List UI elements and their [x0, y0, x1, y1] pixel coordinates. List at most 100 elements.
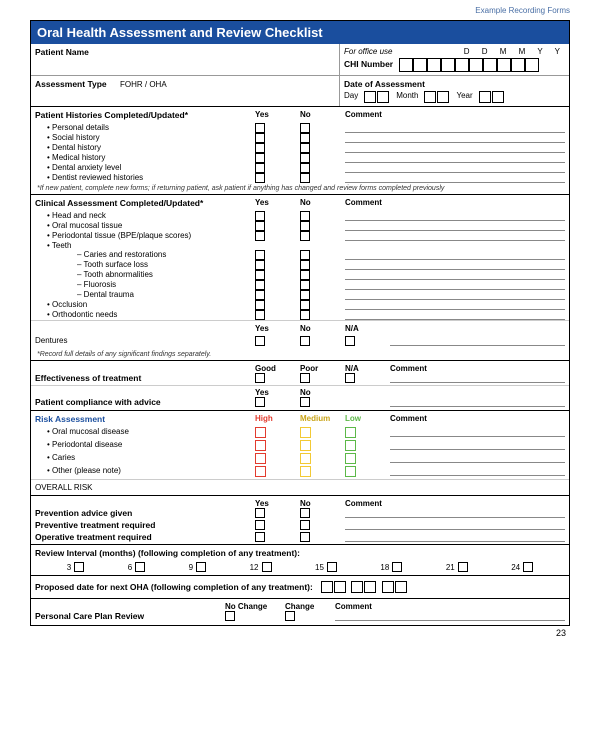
dentures-na-box[interactable]	[345, 336, 355, 346]
personal-nochange-box[interactable]	[225, 611, 235, 621]
clin-no-box[interactable]	[300, 211, 310, 221]
eff-comment[interactable]	[390, 373, 565, 383]
clin-comment[interactable]	[345, 290, 565, 300]
risk-med-box[interactable]	[300, 440, 311, 451]
hist-yes-box[interactable]	[255, 123, 265, 133]
risk-comment[interactable]	[390, 453, 565, 463]
proposed-boxes[interactable]	[321, 581, 408, 593]
hist-no-box[interactable]	[300, 133, 310, 143]
review-option[interactable]: 3	[67, 562, 84, 572]
risk-med-box[interactable]	[300, 466, 311, 477]
clin-comment[interactable]	[345, 270, 565, 280]
clin-comment[interactable]	[345, 211, 565, 221]
clin-yes-box[interactable]	[255, 280, 265, 290]
clin-comment[interactable]	[345, 221, 565, 231]
clin-no-box[interactable]	[300, 250, 310, 260]
hist-comment[interactable]	[345, 143, 565, 153]
prev-comment[interactable]	[345, 520, 565, 530]
clin-no-box[interactable]	[300, 231, 310, 241]
clin-yes-box[interactable]	[255, 290, 265, 300]
risk-high-box[interactable]	[255, 427, 266, 438]
dentures-no-box[interactable]	[300, 336, 310, 346]
clin-comment[interactable]	[345, 300, 565, 310]
clin-yes-box[interactable]	[255, 250, 265, 260]
risk-low-box[interactable]	[345, 440, 356, 451]
prev-yes-box[interactable]	[255, 508, 265, 518]
review-option[interactable]: 15	[315, 562, 337, 572]
clin-comment[interactable]	[345, 280, 565, 290]
clin-no-box[interactable]	[300, 280, 310, 290]
clin-yes-box[interactable]	[255, 211, 265, 221]
hist-no-box[interactable]	[300, 163, 310, 173]
hist-comment[interactable]	[345, 133, 565, 143]
personal-change-box[interactable]	[285, 611, 295, 621]
risk-comment[interactable]	[390, 440, 565, 450]
comp-no-box[interactable]	[300, 397, 310, 407]
clin-comment[interactable]	[345, 250, 565, 260]
risk-med-box[interactable]	[300, 427, 311, 438]
prev-yes-box[interactable]	[255, 532, 265, 542]
clin-yes-box[interactable]	[255, 231, 265, 241]
risk-comment[interactable]	[390, 466, 565, 476]
clin-yes-box[interactable]	[255, 260, 265, 270]
clin-yes-box[interactable]	[255, 221, 265, 231]
risk-high-box[interactable]	[255, 453, 266, 464]
chi-boxes[interactable]	[399, 60, 539, 69]
clin-no-box[interactable]	[300, 270, 310, 280]
prev-comment[interactable]	[345, 508, 565, 518]
review-option[interactable]: 24	[511, 562, 533, 572]
hist-yes-box[interactable]	[255, 143, 265, 153]
dentures-yes-box[interactable]	[255, 336, 265, 346]
clin-yes-box[interactable]	[255, 270, 265, 280]
risk-comment[interactable]	[390, 427, 565, 437]
hist-yes-box[interactable]	[255, 133, 265, 143]
prev-no-box[interactable]	[300, 520, 310, 530]
hist-no-box[interactable]	[300, 153, 310, 163]
clin-no-box[interactable]	[300, 221, 310, 231]
hist-comment[interactable]	[345, 173, 565, 183]
clin-no-box[interactable]	[300, 260, 310, 270]
clin-no-box[interactable]	[300, 290, 310, 300]
personal-comment[interactable]	[335, 611, 565, 621]
clin-comment[interactable]	[345, 260, 565, 270]
clin-comment[interactable]	[345, 310, 565, 320]
risk-high-box[interactable]	[255, 466, 266, 477]
hist-yes-box[interactable]	[255, 173, 265, 183]
hist-yes-box[interactable]	[255, 153, 265, 163]
eff-poor-box[interactable]	[300, 373, 310, 383]
hist-no-box[interactable]	[300, 123, 310, 133]
prev-no-box[interactable]	[300, 532, 310, 542]
hist-comment[interactable]	[345, 163, 565, 173]
year-boxes[interactable]	[479, 91, 505, 103]
risk-low-box[interactable]	[345, 427, 356, 438]
review-option[interactable]: 9	[189, 562, 206, 572]
hist-no-box[interactable]	[300, 143, 310, 153]
review-option[interactable]: 18	[380, 562, 402, 572]
prev-comment[interactable]	[345, 532, 565, 542]
risk-low-box[interactable]	[345, 453, 356, 464]
clin-yes-box[interactable]	[255, 310, 265, 320]
prev-no-box[interactable]	[300, 508, 310, 518]
hist-comment[interactable]	[345, 153, 565, 163]
review-option[interactable]: 12	[250, 562, 272, 572]
hist-yes-box[interactable]	[255, 163, 265, 173]
risk-med-box[interactable]	[300, 453, 311, 464]
comp-comment[interactable]	[390, 397, 565, 407]
review-option[interactable]: 6	[128, 562, 145, 572]
hist-no-box[interactable]	[300, 173, 310, 183]
review-option[interactable]: 21	[446, 562, 468, 572]
month-boxes[interactable]	[424, 91, 450, 103]
clin-yes-box[interactable]	[255, 300, 265, 310]
prev-yes-box[interactable]	[255, 520, 265, 530]
risk-low-box[interactable]	[345, 466, 356, 477]
clin-comment[interactable]	[345, 231, 565, 241]
eff-good-box[interactable]	[255, 373, 265, 383]
eff-na-box[interactable]	[345, 373, 355, 383]
clin-no-box[interactable]	[300, 300, 310, 310]
risk-high-box[interactable]	[255, 440, 266, 451]
comp-yes-box[interactable]	[255, 397, 265, 407]
dentures-comment-line[interactable]	[390, 336, 565, 346]
clin-no-box[interactable]	[300, 310, 310, 320]
hist-comment[interactable]	[345, 123, 565, 133]
day-boxes[interactable]	[364, 91, 390, 103]
